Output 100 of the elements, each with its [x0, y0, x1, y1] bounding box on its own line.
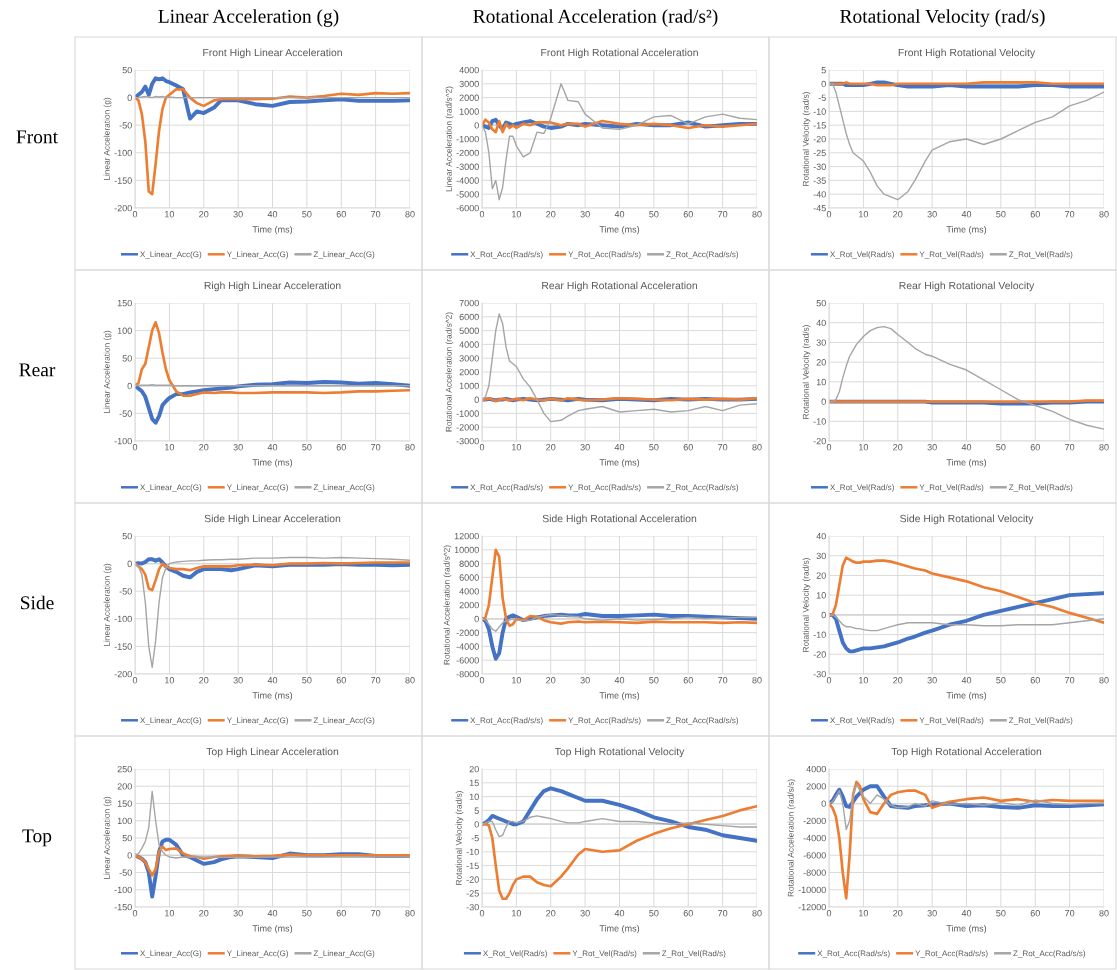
legend-label: X_Rot_Acc(Rad/s/s)	[470, 717, 543, 725]
legend-label: Z_Rot_Vel(Rad/s)	[662, 950, 726, 958]
x-tick-label: 60	[336, 444, 346, 451]
text: Rotational Acceleration (rad/s²)	[473, 9, 718, 27]
y-tick-label: -4000	[456, 643, 479, 650]
y-tick-label: 200	[117, 783, 132, 790]
legend-label: Y_Rot_Acc(Rad/s/s)	[568, 251, 641, 259]
legend-label: Z_Rot_Acc(Rad/s/s)	[666, 717, 739, 725]
x-tick-label: 40	[961, 211, 972, 218]
x-tick-label: 50	[649, 677, 659, 684]
x-tick-label: 10	[512, 910, 522, 917]
y-axis-title: Rotational Velocity (rad/s)	[802, 92, 811, 186]
x-tick-label: 70	[718, 211, 728, 218]
y-axis-title: Rotational Acceleration (rad/s^2)	[445, 312, 454, 432]
y-tick-label: 0	[474, 821, 479, 828]
x-tick-label: 50	[649, 444, 659, 451]
y-tick-label: 0	[474, 615, 479, 623]
y-tick-label: 0	[127, 560, 132, 567]
y-tick-label: -6000	[456, 657, 479, 664]
x-tick-label: 30	[927, 444, 937, 451]
y-tick-label: 100	[117, 817, 132, 825]
x-tick-label: 70	[718, 444, 728, 451]
x-tick-label: 30	[580, 910, 590, 917]
x-tick-label: 70	[371, 444, 381, 451]
y-tick-label: -20	[813, 651, 826, 658]
x-tick-label: 50	[996, 677, 1006, 684]
x-tick-label: 60	[336, 910, 346, 917]
x-tick-label: 60	[1030, 677, 1040, 684]
y-tick-label: -4000	[803, 834, 826, 842]
legend-label: Z_Rot_Acc(Rad/s/s)	[666, 484, 739, 492]
x-tick-label: 40	[614, 444, 625, 451]
x-axis-title: Time (ms)	[252, 691, 293, 701]
y-tick-label: -4000	[456, 177, 479, 184]
x-tick-label: 0	[132, 444, 138, 451]
y-tick-label: 50	[122, 532, 132, 540]
y-tick-label: 10000	[454, 546, 479, 554]
y-tick-label: 0	[127, 94, 132, 101]
x-tick-label: 10	[512, 211, 522, 218]
text: Side	[21, 595, 54, 610]
x-tick-label: 30	[233, 677, 243, 684]
y-tick-label: -30	[813, 670, 826, 678]
chart-title: Front High Linear Acceleration	[203, 48, 342, 59]
y-axis-title: Linear Acceleration (g)	[103, 796, 112, 879]
y-tick-label: 0	[821, 80, 826, 88]
y-tick-label: 15	[469, 779, 479, 787]
x-tick-label: 40	[267, 910, 278, 917]
x-tick-label: 0	[132, 677, 138, 684]
x-tick-label: 70	[371, 677, 381, 684]
legend-label: Y_Rot_Vel(Rad/s)	[919, 717, 984, 725]
x-tick-label: 30	[233, 910, 243, 917]
y-tick-label: 0	[821, 398, 826, 405]
x-tick-label: 80	[405, 677, 415, 684]
y-tick-label: 10	[816, 378, 826, 386]
y-tick-label: 20	[816, 572, 826, 579]
y-tick-label: 20	[469, 765, 479, 773]
y-tick-label: -8000	[456, 670, 479, 678]
x-tick-label: 80	[752, 211, 762, 218]
chart-title: Front High Rotational Acceleration	[541, 48, 698, 59]
y-tick-label: 3000	[459, 80, 479, 88]
x-tick-label: 60	[683, 211, 693, 218]
y-tick-label: 50	[122, 834, 132, 842]
y-tick-label: -20	[466, 876, 479, 883]
y-tick-label: -45	[813, 205, 826, 212]
x-axis-title: Time (ms)	[599, 924, 640, 934]
x-tick-label: 80	[1099, 444, 1109, 451]
y-tick-label: 7000	[459, 299, 479, 307]
x-tick-label: 40	[614, 677, 625, 684]
text: Rotational Velocity (rad/s)	[840, 9, 1045, 27]
x-tick-label: 40	[961, 910, 972, 917]
legend-label: X_Rot_Acc(Rad/s/s)	[470, 251, 543, 259]
y-tick-label: 100	[117, 327, 132, 334]
legend-label: Z_Rot_Vel(Rad/s)	[1009, 251, 1073, 259]
x-tick-label: 20	[893, 677, 903, 684]
x-tick-label: 40	[961, 444, 972, 451]
x-axis-title: Time (ms)	[252, 924, 293, 934]
y-tick-label: -5	[818, 94, 826, 101]
y-tick-label: -50	[119, 588, 132, 595]
y-tick-label: 2000	[459, 94, 479, 101]
x-tick-label: 10	[859, 677, 869, 684]
x-tick-label: 10	[859, 444, 869, 451]
y-tick-label: 6000	[459, 574, 479, 581]
x-tick-label: 10	[165, 211, 175, 218]
y-tick-label: 0	[127, 382, 132, 390]
x-tick-label: 20	[546, 211, 556, 218]
y-tick-label: -8000	[803, 869, 826, 876]
x-tick-label: 20	[546, 444, 556, 451]
y-axis-title: Rotational Acceleration (rad/s^2)	[443, 545, 452, 665]
x-tick-label: 40	[267, 444, 278, 451]
y-tick-label: -5000	[456, 191, 479, 198]
y-tick-label: 4000	[459, 66, 479, 74]
y-tick-label: 1000	[459, 382, 479, 390]
legend-label: Y_Rot_Vel(Rad/s)	[919, 251, 984, 259]
x-tick-label: 80	[752, 444, 762, 451]
text: Top	[22, 829, 52, 847]
legend-label: Z_Linear_Acc(G)	[313, 717, 375, 725]
x-tick-label: 80	[405, 444, 415, 451]
y-axis-title: Rotational Velocity (rad/s)	[802, 325, 811, 419]
x-axis-title: Time (ms)	[599, 691, 640, 701]
legend-label: Z_Rot_Vel(Rad/s)	[1009, 484, 1073, 492]
legend-label: Y_Rot_Acc(Rad/s/s)	[568, 717, 641, 725]
